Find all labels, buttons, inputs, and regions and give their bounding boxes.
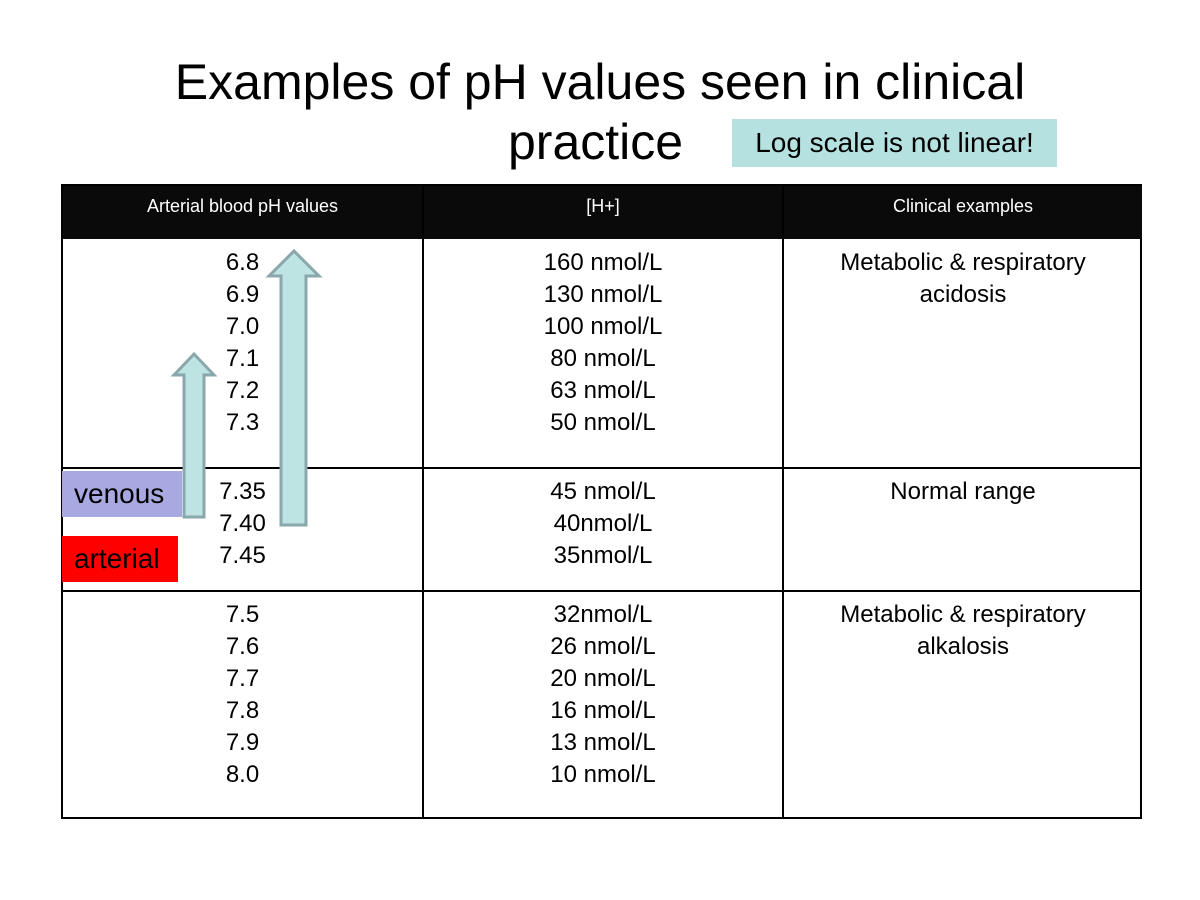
ph-value: 7.45: [219, 542, 266, 569]
slide-title: Examples of pH values seen in clinical p…: [100, 52, 1100, 170]
clinical-text: Metabolic & respiratory: [840, 249, 1086, 276]
ph-cell-alkalosis: 7.5 7.6 7.7 7.8 7.9 8.0: [63, 599, 422, 791]
h-value: 63 nmol/L: [550, 377, 656, 404]
ph-value: 7.40: [219, 510, 266, 537]
clinical-cell-normal: Normal range: [784, 476, 1142, 508]
arterial-label: arterial: [62, 536, 178, 582]
h-cell-acidosis: 160 nmol/L 130 nmol/L 100 nmol/L 80 nmol…: [424, 247, 782, 439]
h-value: 50 nmol/L: [550, 409, 656, 436]
ph-value: 6.9: [225, 281, 260, 308]
ph-table: Arterial blood pH values [H+] Clinical e…: [61, 184, 1142, 819]
header-h-concentration: [H+]: [424, 186, 782, 239]
h-cell-normal: 45 nmol/L 40nmol/L 35nmol/L: [424, 476, 782, 572]
h-value: 16 nmol/L: [550, 697, 656, 724]
h-value: 13 nmol/L: [550, 729, 656, 756]
row-divider: [63, 467, 1140, 469]
clinical-cell-acidosis: Metabolic & respiratory acidosis: [784, 247, 1142, 311]
ph-value: 7.8: [225, 697, 260, 724]
ph-value: 7.1: [225, 345, 260, 372]
clinical-text: Normal range: [890, 478, 1036, 505]
h-value: 32nmol/L: [553, 601, 653, 628]
log-scale-callout: Log scale is not linear!: [732, 119, 1057, 167]
h-value: 20 nmol/L: [550, 665, 656, 692]
row-divider: [63, 590, 1140, 592]
arrow-up-icon: [265, 248, 323, 527]
clinical-text: alkalosis: [916, 633, 1010, 660]
ph-value: 8.0: [225, 761, 260, 788]
ph-value: 7.5: [225, 601, 260, 628]
ph-cell-normal: 7.35 7.40 7.45: [63, 476, 422, 572]
h-value: 80 nmol/L: [550, 345, 656, 372]
ph-value: 7.0: [225, 313, 260, 340]
header-ph: Arterial blood pH values: [63, 186, 422, 239]
h-value: 45 nmol/L: [550, 478, 656, 505]
h-value: 26 nmol/L: [550, 633, 656, 660]
h-value: 40nmol/L: [553, 510, 653, 537]
h-value: 130 nmol/L: [543, 281, 663, 308]
ph-value: 7.2: [225, 377, 260, 404]
ph-value: 7.7: [225, 665, 260, 692]
header-clinical: Clinical examples: [784, 186, 1142, 239]
h-value: 160 nmol/L: [543, 249, 663, 276]
column-divider: [782, 186, 784, 817]
h-value: 100 nmol/L: [543, 313, 663, 340]
venous-label: venous: [62, 471, 182, 517]
arrow-up-icon: [170, 351, 218, 519]
ph-value: 7.6: [225, 633, 260, 660]
h-cell-alkalosis: 32nmol/L 26 nmol/L 20 nmol/L 16 nmol/L 1…: [424, 599, 782, 791]
clinical-cell-alkalosis: Metabolic & respiratory alkalosis: [784, 599, 1142, 663]
title-line-2: practice: [508, 114, 684, 170]
clinical-text: Metabolic & respiratory: [840, 601, 1086, 628]
title-line-1: Examples of pH values seen in clinical: [174, 54, 1026, 110]
h-value: 10 nmol/L: [550, 761, 656, 788]
h-value: 35nmol/L: [553, 542, 653, 569]
column-divider: [422, 186, 424, 817]
ph-value: 7.3: [225, 409, 260, 436]
ph-cell-acidosis: 6.8 6.9 7.0 7.1 7.2 7.3: [63, 247, 422, 439]
ph-value: 7.9: [225, 729, 260, 756]
ph-value: 6.8: [225, 249, 260, 276]
clinical-text: acidosis: [919, 281, 1007, 308]
ph-value: 7.35: [219, 478, 266, 505]
